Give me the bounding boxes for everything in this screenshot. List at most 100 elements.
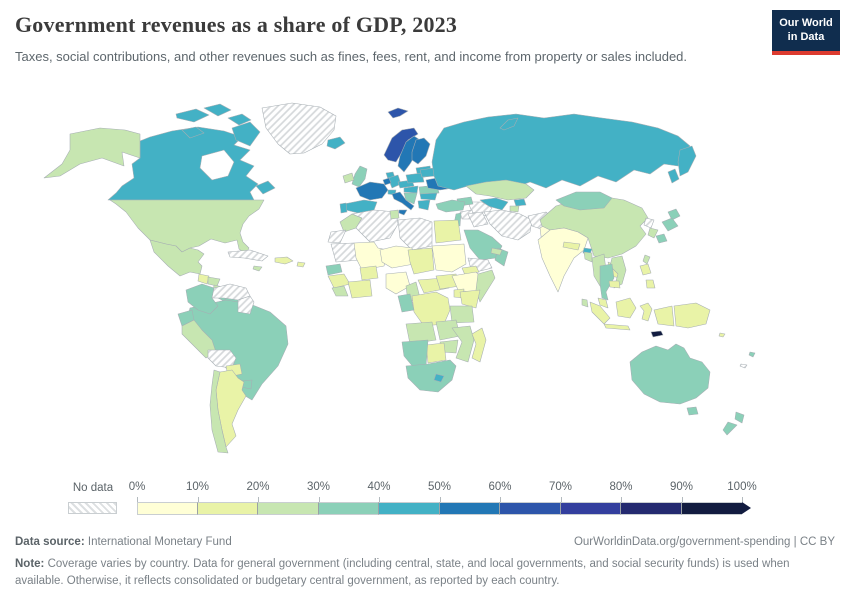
country-iran[interactable] bbox=[483, 209, 533, 241]
country-new-caledonia[interactable] bbox=[739, 363, 748, 369]
country-hispaniola[interactable] bbox=[274, 256, 294, 265]
country-kamchatka[interactable] bbox=[677, 145, 697, 177]
country-tasmania[interactable] bbox=[686, 406, 699, 416]
country-new-zealand-south[interactable] bbox=[722, 421, 738, 436]
country-indonesia-sumatra[interactable] bbox=[589, 301, 611, 325]
baffin-island[interactable] bbox=[231, 121, 261, 147]
country-south-korea[interactable] bbox=[647, 227, 659, 239]
country-taiwan[interactable] bbox=[642, 254, 651, 265]
newfoundland[interactable] bbox=[255, 180, 276, 195]
legend-bin-80-90%[interactable] bbox=[621, 502, 682, 515]
country-novaya-zemlya[interactable] bbox=[499, 117, 519, 131]
country-indonesia-papua[interactable] bbox=[653, 305, 675, 327]
country-italy[interactable] bbox=[391, 191, 415, 211]
legend-bin-70-80%[interactable] bbox=[560, 502, 621, 515]
legend-bin-30-40%[interactable] bbox=[318, 502, 379, 515]
country-turkey[interactable] bbox=[435, 199, 466, 213]
country-botswana[interactable] bbox=[425, 342, 447, 364]
country-philippines-mindanao[interactable] bbox=[645, 279, 656, 289]
country-sierra-leone-liberia[interactable] bbox=[331, 285, 349, 297]
country-sakhalin[interactable] bbox=[667, 168, 680, 184]
country-mongolia[interactable] bbox=[555, 191, 613, 211]
country-uae[interactable] bbox=[490, 247, 503, 256]
country-madagascar[interactable] bbox=[471, 327, 487, 363]
country-thailand[interactable] bbox=[599, 263, 615, 301]
legend-bin-0-10%[interactable] bbox=[137, 502, 198, 515]
legend-bin-60-70%[interactable] bbox=[500, 502, 561, 515]
country-kenya[interactable] bbox=[459, 289, 481, 309]
country-senegal[interactable] bbox=[325, 263, 343, 276]
country-nigeria[interactable] bbox=[385, 271, 411, 295]
country-benelux[interactable] bbox=[382, 177, 392, 186]
country-bulgaria[interactable] bbox=[419, 192, 438, 201]
country-canada[interactable] bbox=[107, 126, 259, 201]
country-finland[interactable] bbox=[411, 137, 431, 165]
arctic-island[interactable] bbox=[203, 103, 232, 117]
country-colombia[interactable] bbox=[185, 283, 219, 315]
country-namibia[interactable] bbox=[401, 339, 429, 369]
country-nepal[interactable] bbox=[562, 241, 581, 251]
country-alaska[interactable] bbox=[43, 127, 141, 179]
country-iraq[interactable] bbox=[467, 211, 489, 228]
legend-bin-90-100%[interactable] bbox=[681, 502, 742, 515]
country-philippines-luzon[interactable] bbox=[639, 263, 652, 276]
legend-bin-10-20%[interactable] bbox=[197, 502, 258, 515]
country-somalia[interactable] bbox=[475, 269, 496, 303]
license-badge[interactable]: CC BY bbox=[799, 536, 835, 548]
country-india[interactable] bbox=[537, 227, 589, 293]
country-egypt[interactable] bbox=[433, 219, 462, 244]
country-drc[interactable] bbox=[411, 291, 451, 327]
country-portugal[interactable] bbox=[339, 202, 348, 214]
country-japan-honshu[interactable] bbox=[661, 217, 679, 232]
country-greenland[interactable] bbox=[261, 102, 337, 155]
country-burkina-faso[interactable] bbox=[359, 265, 379, 281]
country-chad[interactable] bbox=[407, 247, 435, 275]
country-sri-lanka[interactable] bbox=[581, 298, 589, 308]
country-timor-leste[interactable] bbox=[650, 330, 664, 338]
country-indonesia-sulawesi[interactable] bbox=[639, 302, 653, 322]
country-honduras[interactable] bbox=[207, 276, 221, 287]
country-guatemala[interactable] bbox=[197, 273, 210, 285]
source-link[interactable]: OurWorldinData.org/government-spending bbox=[573, 536, 791, 548]
country-fiji[interactable] bbox=[748, 351, 756, 358]
legend-bin-50-60%[interactable] bbox=[439, 502, 500, 515]
country-papua-new-guinea[interactable] bbox=[673, 302, 711, 329]
country-new-zealand-north[interactable] bbox=[734, 411, 745, 424]
country-kyrgyzstan[interactable] bbox=[513, 198, 527, 207]
country-iceland[interactable] bbox=[326, 136, 346, 150]
country-jamaica[interactable] bbox=[252, 265, 263, 272]
arctic-island[interactable] bbox=[175, 108, 210, 123]
country-gabon-congo[interactable] bbox=[397, 293, 415, 313]
country-greece[interactable] bbox=[417, 199, 431, 211]
country-malaysia[interactable] bbox=[597, 297, 609, 309]
legend-bin-40-50%[interactable] bbox=[379, 502, 440, 515]
country-usa[interactable] bbox=[109, 199, 265, 255]
country-guyanas[interactable] bbox=[237, 295, 255, 315]
country-poland[interactable] bbox=[405, 172, 425, 184]
country-mexico[interactable] bbox=[149, 239, 205, 277]
country-lesotho[interactable] bbox=[433, 373, 445, 383]
country-south-africa[interactable] bbox=[405, 359, 457, 393]
country-japan-hokkaido[interactable] bbox=[667, 208, 681, 221]
country-france[interactable] bbox=[355, 181, 389, 201]
legend-bin-20-30%[interactable] bbox=[258, 502, 319, 515]
country-ivory-coast-ghana[interactable] bbox=[347, 279, 373, 299]
country-cambodia[interactable] bbox=[608, 280, 621, 289]
country-kazakhstan[interactable] bbox=[465, 179, 535, 201]
arctic-island[interactable] bbox=[181, 126, 205, 139]
country-north-korea[interactable] bbox=[643, 217, 655, 229]
country-western-sahara[interactable] bbox=[327, 229, 347, 244]
country-japan-kyushu[interactable] bbox=[655, 233, 668, 244]
country-puerto-rico[interactable] bbox=[296, 261, 306, 268]
country-solomon-islands[interactable] bbox=[718, 332, 726, 338]
owid-logo[interactable]: Our World in Data bbox=[772, 10, 840, 55]
country-guinea[interactable] bbox=[327, 273, 351, 289]
arctic-island[interactable] bbox=[227, 113, 252, 126]
country-sudan[interactable] bbox=[431, 243, 467, 273]
legend-no-data-swatch[interactable] bbox=[68, 502, 117, 514]
country-sicily[interactable] bbox=[398, 209, 408, 216]
country-angola[interactable] bbox=[405, 321, 437, 345]
country-chile[interactable] bbox=[209, 369, 229, 454]
country-uk[interactable] bbox=[351, 165, 368, 188]
country-indonesia-java[interactable] bbox=[603, 323, 631, 331]
